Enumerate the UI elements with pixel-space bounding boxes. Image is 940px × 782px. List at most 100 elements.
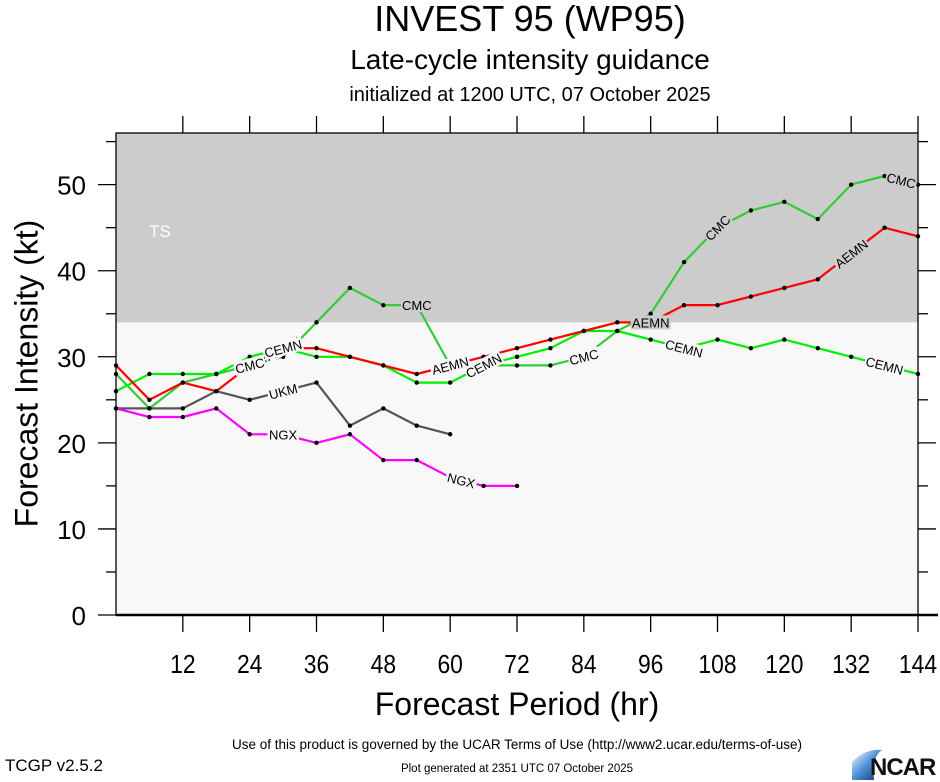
- series-label-group: CMC: [884, 169, 919, 192]
- series-label-ngx: NGX: [446, 470, 477, 492]
- series-label-background: [831, 235, 872, 272]
- data-point-ngx: [180, 414, 186, 420]
- terms-of-use-text: Use of this product is governed by the U…: [232, 737, 802, 752]
- data-point-ngx: [214, 406, 219, 411]
- ncar-logo-icon: [852, 749, 882, 780]
- data-point-aemn: [514, 345, 520, 351]
- x-tick-label: 24: [237, 651, 262, 680]
- data-point-aemn: [314, 345, 319, 351]
- data-point-cmc: [648, 311, 653, 316]
- data-point-aemn: [882, 225, 887, 230]
- data-point-ngx: [514, 483, 520, 489]
- series-label-background: [662, 336, 706, 360]
- series-label-background: [444, 469, 479, 491]
- data-point-aemn: [414, 371, 419, 377]
- x-tick-label: 120: [765, 651, 803, 680]
- data-point-cemn: [414, 380, 419, 385]
- data-point-cmc: [381, 302, 386, 308]
- data-point-ngx: [147, 414, 152, 420]
- data-point-cemn: [180, 371, 186, 377]
- data-point-aemn: [147, 397, 152, 403]
- data-point-ukm: [447, 432, 453, 437]
- data-point-aemn: [581, 328, 587, 334]
- data-point-cmc: [681, 259, 687, 265]
- series-label-group: NGX: [444, 469, 479, 492]
- series-label-background: [701, 211, 734, 244]
- data-point-cmc: [147, 406, 152, 411]
- data-point-cmc: [748, 208, 754, 213]
- data-point-cemn: [548, 345, 553, 351]
- data-point-aemn: [180, 380, 186, 385]
- data-point-cemn: [748, 345, 754, 351]
- x-tick-label: 132: [832, 651, 870, 680]
- data-point-ukm: [414, 423, 419, 428]
- series-label-group: NGX: [267, 427, 299, 442]
- chart-title: INVEST 95 (WP95): [374, 0, 686, 39]
- data-point-cmc: [882, 173, 887, 179]
- data-point-cemn: [615, 328, 620, 334]
- data-point-aemn: [615, 320, 620, 325]
- series-label-cmc: CMC: [402, 298, 432, 313]
- y-tick-label: 20: [57, 429, 86, 459]
- y-axis-label: Forecast Intensity (kt): [8, 219, 45, 528]
- series-label-cmc: CMC: [568, 346, 600, 368]
- data-point-aemn: [548, 337, 553, 342]
- data-point-aemn: [381, 363, 386, 368]
- x-tick-label: 48: [371, 651, 396, 680]
- data-point-cemn: [815, 345, 820, 351]
- series-label-background: [884, 169, 919, 191]
- data-point-aemn: [782, 285, 787, 291]
- data-point-cmc: [548, 363, 553, 368]
- data-point-ukm: [247, 397, 252, 403]
- data-point-cemn: [147, 371, 152, 377]
- data-point-cemn: [514, 354, 520, 359]
- series-label-background: [266, 380, 301, 402]
- series-label-ukm: UKM: [267, 381, 299, 403]
- series-label-background: [401, 298, 433, 313]
- data-point-ukm: [381, 406, 386, 411]
- series-label-background: [267, 427, 299, 442]
- y-tick-label: 30: [57, 343, 86, 373]
- chart-subtitle: Late-cycle intensity guidance: [350, 44, 710, 75]
- x-tick-label: 12: [170, 651, 195, 680]
- version-label: TCGP v2.5.2: [5, 756, 103, 775]
- band-label: TS: [149, 222, 171, 241]
- data-point-aemn: [214, 389, 219, 394]
- x-axis-label: Forecast Period (hr): [374, 686, 660, 722]
- data-point-aemn: [681, 302, 687, 308]
- y-tick-label: 0: [72, 601, 86, 631]
- y-tick-label: 10: [57, 515, 86, 545]
- series-label-background: [429, 353, 472, 378]
- data-point-cmc: [347, 285, 353, 291]
- series-label-background: [462, 350, 505, 381]
- data-point-ukm: [347, 423, 353, 428]
- data-point-ukm: [180, 406, 186, 411]
- data-point-aemn: [715, 302, 720, 308]
- y-tick-label: 50: [57, 171, 86, 201]
- initialized-time: initialized at 1200 UTC, 07 October 2025: [349, 84, 711, 106]
- x-tick-label: 96: [638, 651, 663, 680]
- data-point-cmc: [848, 182, 854, 187]
- data-point-ngx: [381, 457, 386, 463]
- x-tick-label: 36: [304, 651, 329, 680]
- x-tick-label: 144: [899, 651, 937, 680]
- x-tick-label: 72: [504, 651, 529, 680]
- series-label-cmc: CMC: [234, 355, 266, 377]
- intensity-band-ts: [116, 133, 918, 323]
- data-point-cemn: [648, 337, 653, 342]
- data-point-ngx: [481, 483, 486, 489]
- series-label-ngx: NGX: [269, 427, 298, 442]
- data-point-ngx: [414, 457, 419, 463]
- ncar-logo-text: NCAR: [870, 754, 936, 781]
- x-tick-label: 108: [698, 651, 736, 680]
- series-label-group: CMC: [566, 346, 601, 368]
- series-label-background: [261, 336, 305, 360]
- series-label-background: [232, 354, 267, 377]
- data-point-aemn: [748, 294, 754, 299]
- series-label-group: AEMN: [630, 315, 671, 330]
- data-point-ngx: [347, 432, 353, 437]
- data-point-ngx: [314, 440, 319, 446]
- data-point-cemn: [848, 354, 854, 359]
- data-point-cemn: [314, 354, 319, 359]
- data-point-cemn: [447, 380, 453, 385]
